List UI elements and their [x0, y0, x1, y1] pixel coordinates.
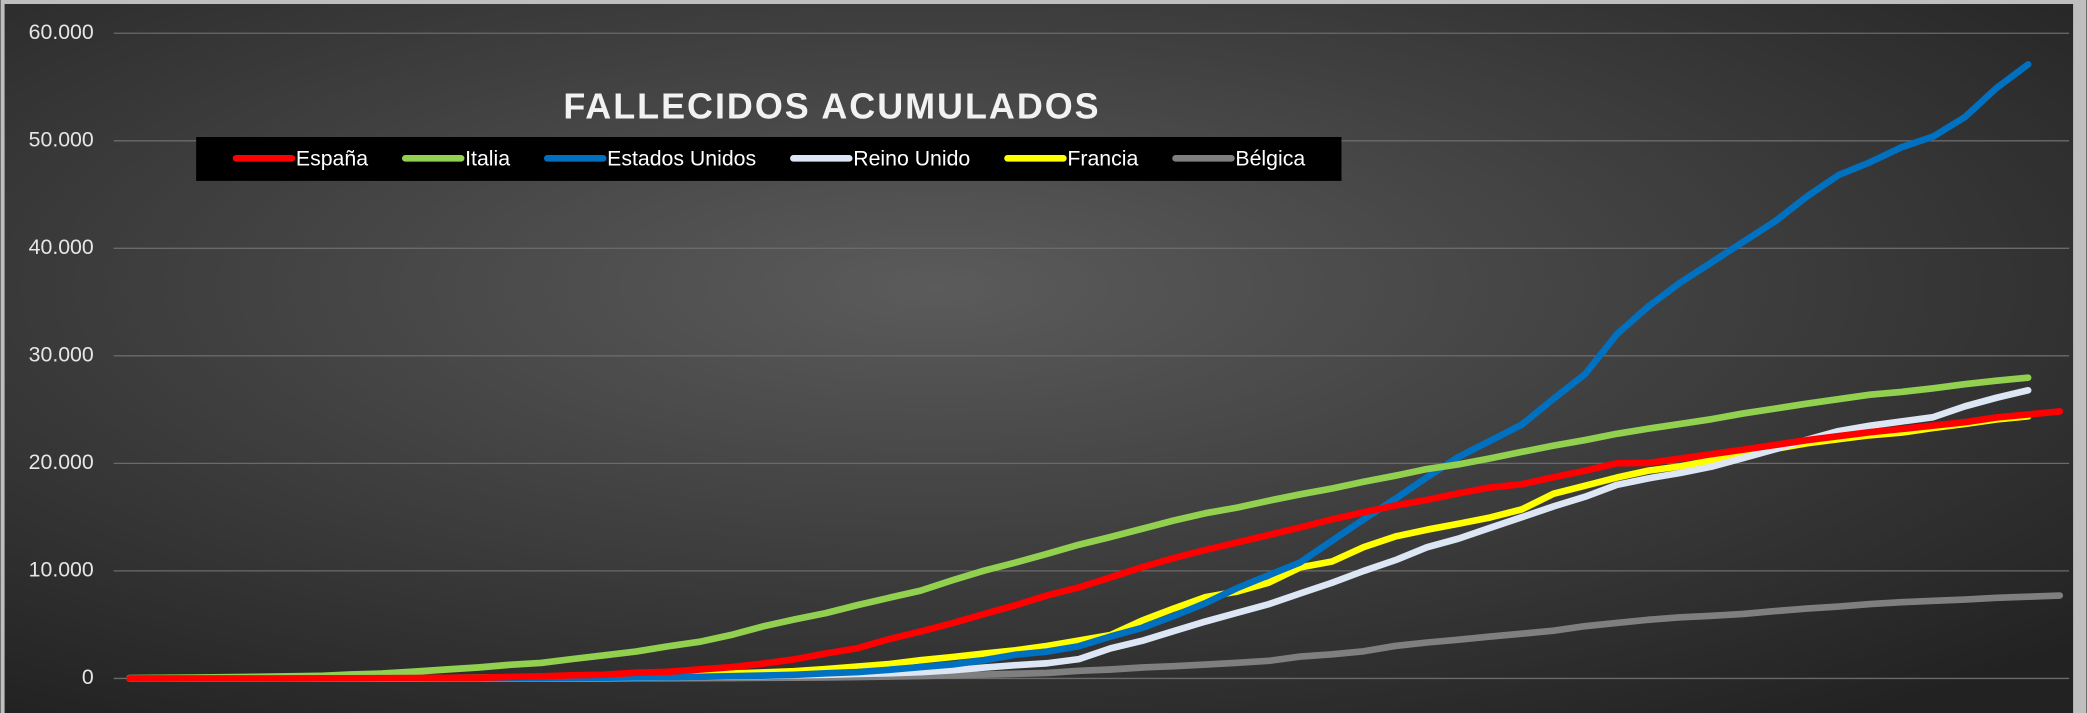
y-tick-label: 20.000	[29, 450, 94, 474]
y-tick-label: 0	[82, 665, 94, 689]
series-line	[126, 374, 2032, 682]
legend-label: Francia	[1067, 146, 1138, 170]
y-tick-label: 60.000	[29, 20, 94, 44]
chart-title: FALLECIDOS ACUMULADOS	[563, 86, 1100, 127]
legend-label: Italia	[465, 146, 510, 170]
series-line	[126, 408, 2064, 682]
legend-label: España	[296, 146, 368, 170]
legend-label: Estados Unidos	[607, 146, 756, 170]
y-tick-label: 10.000	[29, 558, 94, 582]
legend-box	[196, 137, 1342, 181]
y-tick-label: 40.000	[29, 235, 94, 259]
legend-label: Bélgica	[1235, 146, 1305, 170]
y-tick-label: 30.000	[29, 342, 94, 366]
y-tick-label: 50.000	[29, 127, 94, 151]
legend-label: Reino Unido	[853, 146, 970, 170]
